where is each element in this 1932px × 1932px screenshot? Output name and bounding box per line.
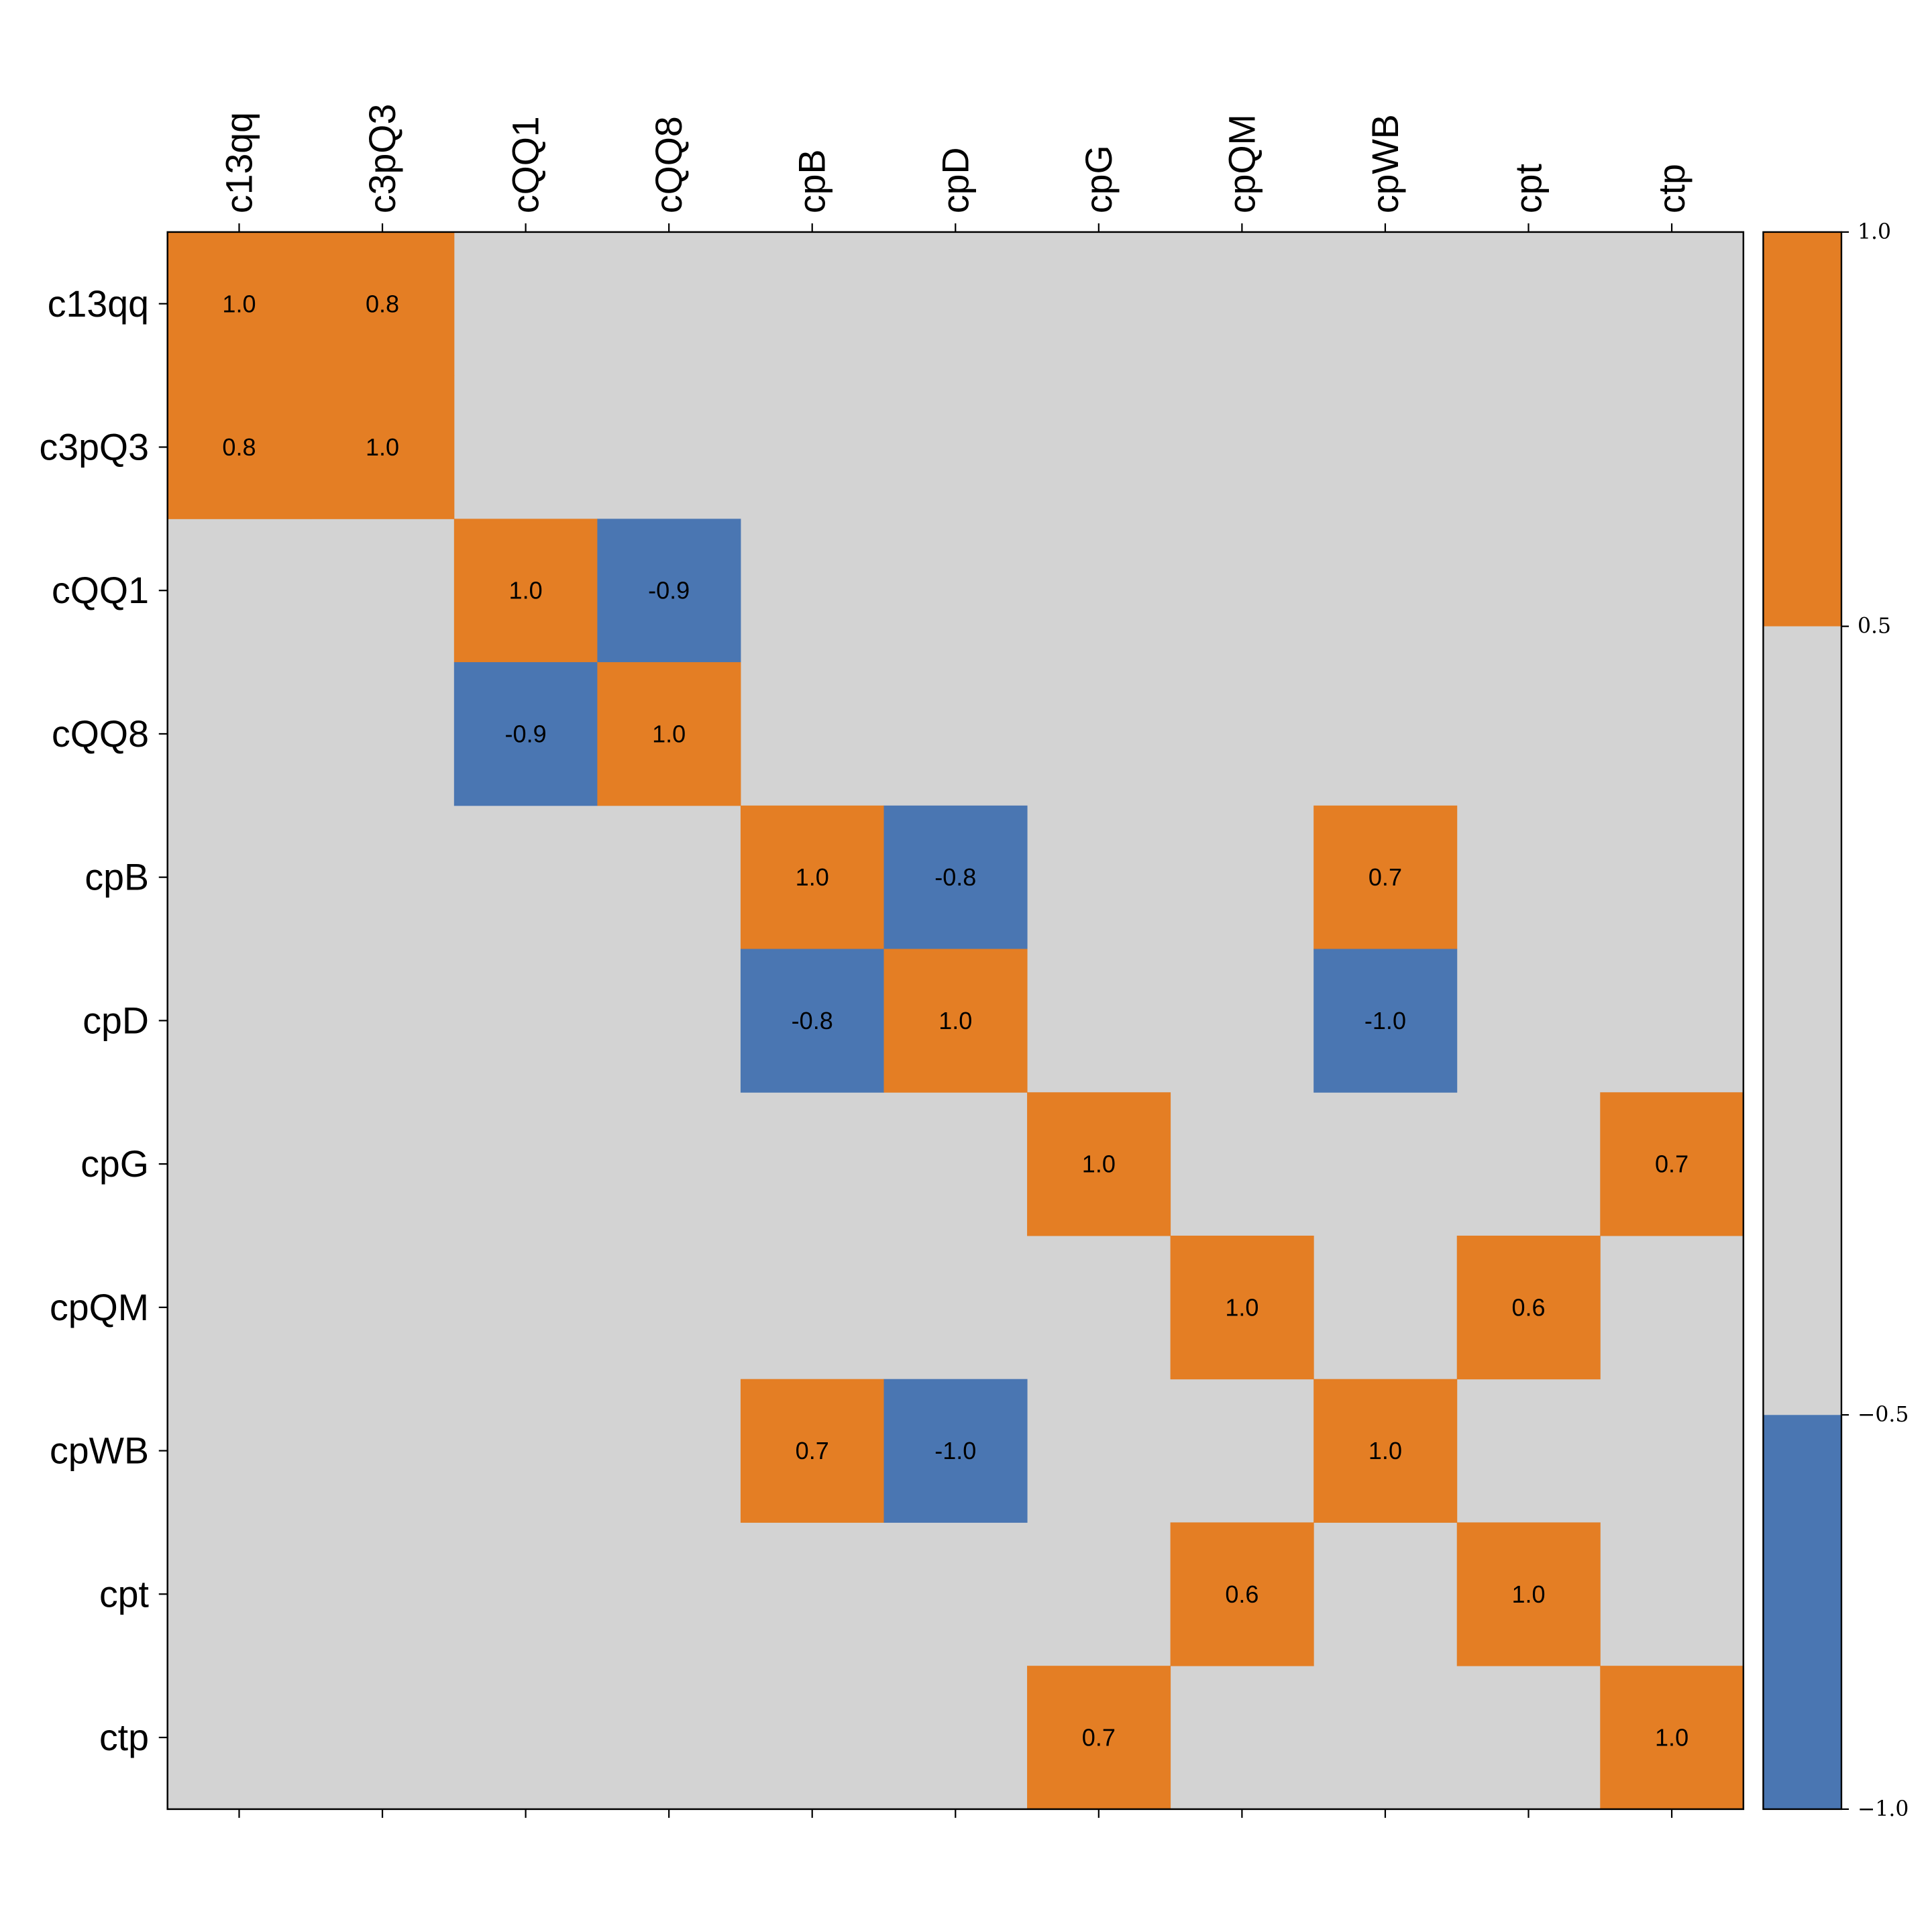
cell-value-label: -1.0 — [934, 1437, 976, 1464]
heatmap-cell-c13qq-c3pQ3 — [311, 231, 455, 376]
cell-value-label: 1.0 — [509, 577, 543, 604]
y-tick-label-cQQ8: cQQ8 — [52, 713, 149, 755]
axis-ticks: c13qq c3pQ3 cQQ1 cQQ8 cpB cpD cpG cpQM cpWB cpt ct… — [39, 104, 1693, 1818]
x-tick-label-c3pQ3: c3pQ3 — [362, 104, 403, 213]
heatmap-cells — [167, 231, 1744, 1810]
cell-value-label: -0.8 — [792, 1007, 833, 1034]
x-tick-label-cpWB: cpWB — [1364, 114, 1406, 213]
y-tick-label-c13qq: c13qq — [48, 283, 149, 325]
cell-value-label: 0.6 — [1225, 1580, 1258, 1608]
cell-value-label: -0.8 — [934, 863, 976, 891]
cell-value-label: 1.0 — [1225, 1293, 1258, 1321]
heatmap-cell-cpQM-cpQM — [1170, 1235, 1314, 1380]
heatmap-cell-cpG-cpG — [1027, 1092, 1171, 1236]
cell-value-label: -1.0 — [1364, 1007, 1406, 1034]
heatmap-cell-cQQ1-cQQ1 — [453, 519, 598, 663]
heatmap-cell-cpB-cpB — [740, 805, 884, 950]
colorbar-frame — [1762, 231, 1843, 1811]
x-tick-label-cQQ8: cQQ8 — [648, 116, 690, 213]
x-tick-label-c13qq: c13qq — [218, 112, 260, 213]
cell-value-label: 1.0 — [222, 290, 256, 317]
heatmap-cell-cpWB-cpB — [740, 1379, 884, 1523]
y-tick-label-cpt: cpt — [99, 1573, 150, 1615]
cell-value-label: 1.0 — [796, 863, 829, 891]
heatmap-cell-cpWB-cpWB — [1313, 1379, 1458, 1523]
colorbar: 1.0 0.5 −0.5 −1.0 — [1762, 220, 1909, 1821]
colorbar-segment — [1763, 231, 1841, 627]
cell-value-label: -0.9 — [648, 577, 690, 604]
heatmap-cell-c13qq-c13qq — [167, 231, 311, 376]
heatmap-cell-cQQ8-cQQ8 — [597, 662, 741, 806]
colorbar-tick-label: 0.5 — [1858, 614, 1891, 639]
cell-value-label: -0.9 — [505, 720, 547, 747]
heatmap-cell-cQQ8-cQQ1 — [453, 662, 598, 806]
heatmap-cell-cpWB-cpD — [883, 1379, 1028, 1523]
heatmap-cell-cQQ1-cQQ8 — [597, 519, 741, 663]
colorbar-tick-label: 1.0 — [1858, 220, 1891, 244]
y-tick-label-c3pQ3: c3pQ3 — [39, 426, 148, 468]
heatmap-cell-cpB-cpD — [883, 805, 1028, 950]
cell-value-label: 0.8 — [222, 433, 256, 461]
cell-value-label: 0.6 — [1511, 1293, 1545, 1321]
y-tick-label-cpB: cpB — [85, 857, 149, 898]
y-tick-label-cpQM: cpQM — [50, 1287, 149, 1328]
heatmap-cell-cpt-cpQM — [1170, 1522, 1314, 1666]
cell-value-label: 1.0 — [1082, 1150, 1116, 1178]
heatmap-cell-cpQM-cpt — [1456, 1235, 1601, 1380]
colorbar-tick-label: −1.0 — [1858, 1797, 1909, 1821]
cell-value-label: 0.7 — [1655, 1150, 1688, 1178]
x-tick-label-cpt: cpt — [1508, 164, 1550, 214]
cell-value-label: 1.0 — [652, 720, 686, 747]
cell-value-label: 0.7 — [796, 1437, 829, 1464]
heatmap-cell-cpD-cpD — [883, 949, 1028, 1093]
cell-value-label: 0.8 — [366, 290, 399, 317]
cell-value-label: 0.7 — [1368, 863, 1402, 891]
x-tick-label-cpB: cpB — [792, 150, 833, 214]
heatmap-cell-cpD-cpWB — [1313, 949, 1458, 1093]
colorbar-segment — [1763, 1415, 1841, 1809]
heatmap-cell-cpG-ctp — [1600, 1092, 1744, 1236]
x-tick-label-cpQM: cpQM — [1221, 114, 1263, 213]
cell-value-label: 1.0 — [1655, 1724, 1688, 1752]
heatmap-cell-cpD-cpB — [740, 949, 884, 1093]
x-tick-label-cpG: cpG — [1078, 145, 1120, 213]
y-tick-label-cpWB: cpWB — [50, 1430, 149, 1472]
x-tick-label-ctp: ctp — [1651, 164, 1693, 213]
y-tick-label-cpG: cpG — [80, 1143, 149, 1185]
x-tick-label-cQQ1: cQQ1 — [505, 116, 547, 213]
heatmap-cell-labels: 1.0 0.8 0.8 1.0 1.0 -0.9 -0.9 1.0 1.0 -0.8 0.7 -0.8… — [222, 290, 1688, 1751]
heatmap-cell-cpt-cpt — [1456, 1522, 1601, 1666]
cell-value-label: 1.0 — [938, 1007, 972, 1034]
y-tick-label-cpD: cpD — [83, 1000, 149, 1041]
heatmap-cell-ctp-cpG — [1027, 1666, 1171, 1810]
cell-value-label: 0.7 — [1082, 1724, 1116, 1752]
heatmap-cell-cpB-cpWB — [1313, 805, 1458, 950]
cell-value-label: 1.0 — [1511, 1580, 1545, 1608]
heatmap-cell-ctp-ctp — [1600, 1666, 1744, 1810]
cell-value-label: 1.0 — [366, 433, 399, 461]
colorbar-tick-label: −0.5 — [1858, 1403, 1909, 1427]
heatmap-cell-c3pQ3-c13qq — [167, 375, 311, 519]
colorbar-segment — [1763, 626, 1841, 1415]
heatmap-cell-c3pQ3-c3pQ3 — [311, 375, 455, 519]
y-tick-label-ctp: ctp — [99, 1717, 149, 1758]
cell-value-label: 1.0 — [1368, 1437, 1402, 1464]
x-tick-label-cpD: cpD — [934, 147, 976, 213]
y-tick-label-cQQ1: cQQ1 — [52, 570, 149, 611]
